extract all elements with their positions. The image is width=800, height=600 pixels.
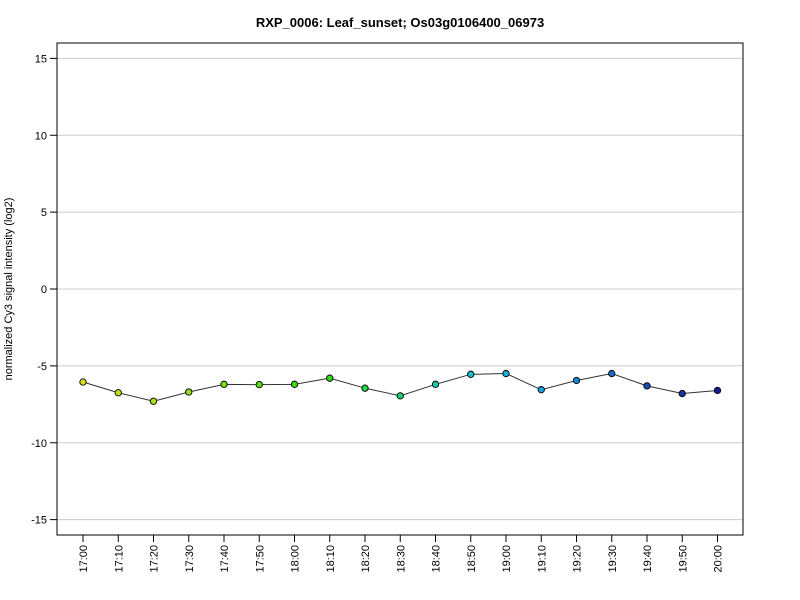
x-tick-label: 17:30 [184,545,196,573]
x-tick-label: 20:00 [713,545,725,573]
data-point [537,386,545,394]
data-point [149,397,158,405]
series [79,369,722,405]
y-tick-label: -15 [31,515,47,527]
y-tick-label: 15 [35,53,47,65]
data-point [79,378,87,386]
x-tick-label: 19:40 [642,545,654,573]
x-tick-label: 17:40 [219,545,231,573]
x-tick-label: 19:30 [607,545,619,573]
x-tick-label: 18:20 [360,545,372,573]
data-point [431,380,440,388]
grid-lines [57,57,743,521]
data-point [502,369,510,378]
x-tick-label: 18:50 [466,545,478,573]
data-point [290,380,299,388]
x-tick-label: 17:00 [78,545,90,573]
data-point [678,389,686,398]
y-tick-label: 0 [41,284,47,296]
data-point [255,380,263,389]
x-tick-label: 17:10 [113,545,125,573]
data-point [643,382,651,390]
data-point [326,374,334,382]
x-tick-label: 18:10 [325,545,337,573]
data-point [713,386,722,395]
x-tick-label: 17:50 [254,545,266,573]
x-tick-label: 19:10 [536,545,548,573]
data-point [114,389,122,397]
x-tick-label: 19:20 [572,545,584,573]
data-point [572,376,581,385]
data-point [608,369,616,378]
y-axis-label: normalized Cy3 signal intensity (log2) [3,198,15,381]
y-tick-label: 10 [35,130,47,142]
data-point [396,392,404,400]
data-point [220,380,228,388]
y-tick-label: 5 [41,207,47,219]
axes: -15 -10 -5 0 5 10 15 17:00 17:10 17:20 17:30 17:40 1… [31,53,724,572]
y-tick-label: -10 [31,438,47,450]
x-tick-label: 18:30 [395,545,407,573]
x-tick-label: 19:00 [501,545,513,573]
x-tick-label: 18:40 [431,545,443,573]
x-tick-label: 17:20 [149,545,161,573]
x-tick-label: 19:50 [677,545,689,573]
plot-frame [56,42,744,536]
chart-title: RXP_0006: Leaf_sunset; Os03g0106400_0697… [256,15,544,30]
x-tick-label: 18:00 [290,545,302,573]
data-point [185,388,193,396]
data-point [467,370,475,378]
y-tick-label: -5 [37,361,47,373]
data-point [361,384,369,392]
